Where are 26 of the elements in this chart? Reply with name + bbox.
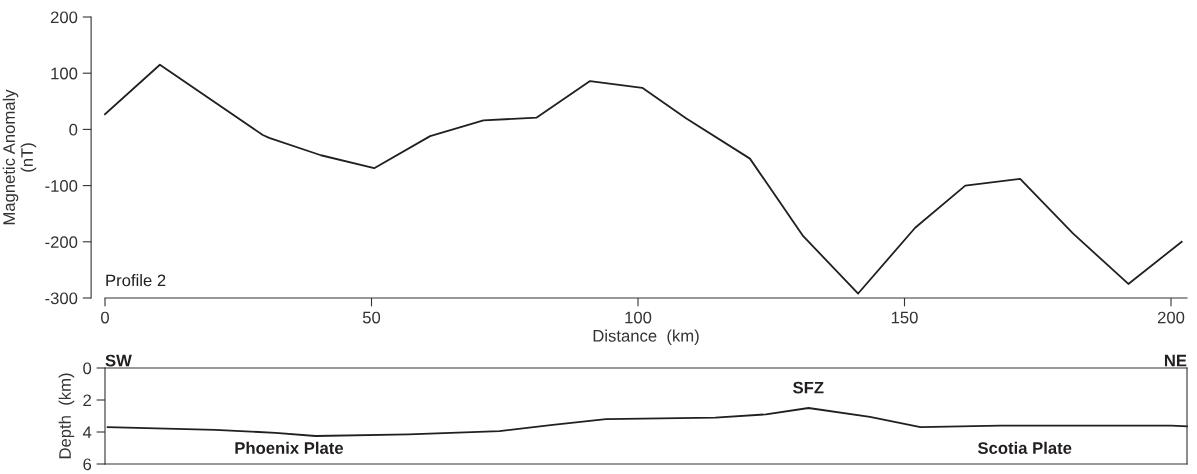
- y-axis-title: Depth (km): [58, 373, 75, 459]
- x-tick-label: 50: [362, 311, 381, 324]
- text: NE: [1164, 354, 1187, 367]
- x-tick-label: 0: [101, 311, 109, 324]
- line-series: [106, 407, 1188, 437]
- x-tick-label: 200: [1157, 311, 1185, 324]
- annotation: Scotia Plate: [977, 441, 1072, 454]
- x-tick-label: 100: [625, 311, 652, 324]
- y-tick-label: 4: [82, 426, 92, 439]
- y-tick-label: 0: [83, 362, 92, 375]
- x-axis-title: Distance (km): [593, 329, 699, 346]
- annotation: Phoenix Plate: [235, 441, 344, 454]
- text: SW: [105, 354, 132, 367]
- x-tick-label: 150: [891, 311, 918, 324]
- line-series: [104, 63, 1183, 295]
- annotation: SFZ: [793, 381, 824, 394]
- annotation: Profile 2: [106, 274, 166, 287]
- y-tick-label: -100: [45, 180, 78, 192]
- y-tick-label: 6: [83, 458, 92, 471]
- y-tick-label: 100: [51, 67, 78, 80]
- y-tick-label: -200: [45, 236, 78, 248]
- y-tick-label: -300: [45, 292, 78, 305]
- y-axis-title: Magnetic Anomaly (nT): [2, 89, 37, 225]
- y-tick-label: 200: [50, 11, 78, 24]
- y-tick-label: 2: [83, 394, 91, 407]
- y-tick-label: 0: [69, 123, 78, 136]
